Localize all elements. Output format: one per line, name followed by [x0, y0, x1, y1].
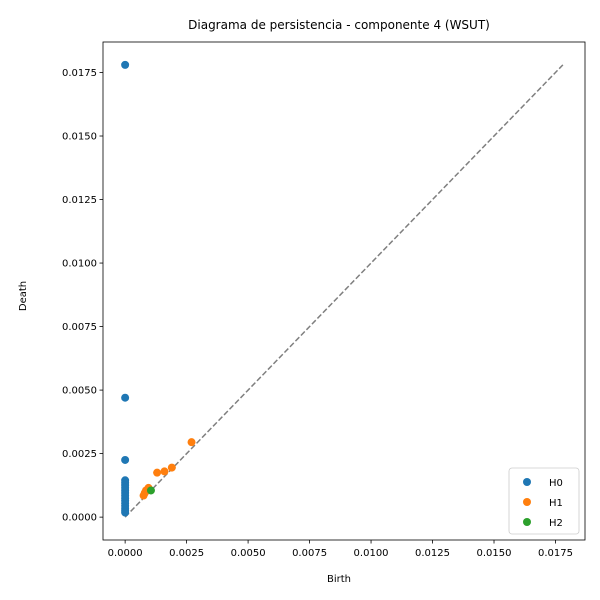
x-tick-label-2: 0.0050 — [231, 548, 266, 559]
legend-marker-h2 — [523, 518, 531, 526]
point-h1-7 — [139, 491, 148, 500]
series-h2 — [146, 486, 155, 495]
x-tick-label-4: 0.0100 — [354, 548, 389, 559]
legend: H0 H1 H2 — [508, 467, 580, 535]
x-tick-label-1: 0.0025 — [169, 548, 204, 559]
y-tick-label-4: 0.0100 — [62, 259, 97, 270]
plot-area: 0.0000 0.0025 0.0050 0.0075 0.0100 0.0125 0.01… — [62, 41, 586, 559]
point-h1-0 — [187, 438, 196, 447]
y-tick-label-0: 0.0000 — [62, 513, 97, 524]
legend-frame — [508, 467, 580, 535]
y-tick-label-6: 0.0150 — [62, 132, 97, 143]
y-tick-label-5: 0.0125 — [62, 195, 97, 206]
x-tick-label-5: 0.0125 — [415, 548, 450, 559]
point-h0-0 — [121, 60, 130, 69]
x-axis-label: Birth — [327, 574, 351, 585]
diagonal-line — [124, 64, 564, 518]
point-h0-1 — [121, 393, 130, 402]
y-tick-label-7: 0.0175 — [62, 68, 97, 79]
series-h0 — [121, 60, 130, 517]
y-axis-label: Death — [18, 281, 29, 311]
axes-frame — [102, 41, 586, 541]
legend-label-h2: H2 — [549, 518, 563, 529]
point-h1-2 — [160, 467, 169, 476]
y-tick-label-1: 0.0025 — [62, 449, 97, 460]
y-tick-label-2: 0.0050 — [62, 386, 97, 397]
chart-title: Diagrama de persistencia - componente 4 … — [188, 18, 490, 32]
point-h0-2 — [121, 455, 130, 464]
x-tick-label-0: 0.0000 — [108, 548, 143, 559]
legend-label-h0: H0 — [549, 478, 563, 489]
x-tick-label-6: 0.0150 — [477, 548, 512, 559]
legend-marker-h0 — [523, 478, 531, 486]
point-h1-3 — [153, 468, 162, 477]
point-h0-16 — [121, 508, 130, 517]
point-h1-1 — [167, 463, 176, 472]
point-h2-0 — [146, 486, 155, 495]
x-tick-label-3: 0.0075 — [292, 548, 327, 559]
legend-marker-h1 — [523, 498, 531, 506]
legend-label-h1: H1 — [549, 498, 563, 509]
y-tick-label-3: 0.0075 — [62, 322, 97, 333]
x-tick-label-7: 0.0175 — [538, 548, 573, 559]
